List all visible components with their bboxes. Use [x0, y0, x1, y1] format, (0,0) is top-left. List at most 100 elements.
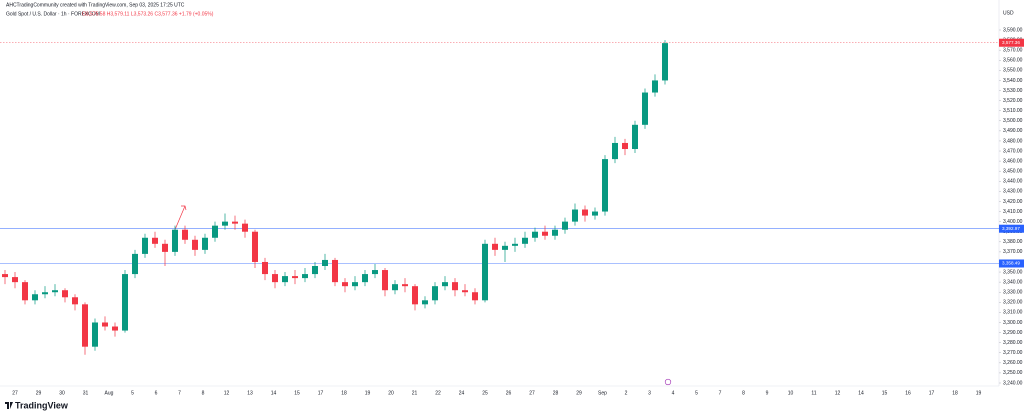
candle-body [52, 290, 58, 293]
x-tick-label: 9 [766, 390, 769, 396]
x-tick-label: Aug [105, 390, 114, 396]
x-tick-label: 27 [12, 390, 18, 396]
y-tick-label: 3,590.00 [1003, 27, 1023, 33]
x-tick-label: 3 [648, 390, 651, 396]
y-tick-label: 3,480.00 [1003, 138, 1023, 144]
candle-body [252, 231, 258, 262]
y-tick-label: 3,510.00 [1003, 108, 1023, 114]
candle-body [112, 326, 118, 331]
x-tick-label: 20 [388, 390, 394, 396]
candle-body [452, 282, 458, 291]
y-tick-label: 3,560.00 [1003, 58, 1023, 64]
candle-body [502, 245, 508, 250]
x-tick-label: 26 [506, 390, 512, 396]
candle-body [182, 229, 188, 240]
x-tick-label: 17 [929, 390, 935, 396]
candle-body [212, 225, 218, 238]
candle-body [592, 211, 598, 216]
candle-body [72, 297, 78, 305]
y-tick-label: 3,500.00 [1003, 118, 1023, 124]
candle-body [122, 274, 128, 331]
candle-body [172, 229, 178, 252]
candle-body [332, 259, 338, 283]
annotation-arrow-head [181, 205, 187, 211]
y-tick-label: 3,470.00 [1003, 148, 1023, 154]
y-tick-label: 3,250.00 [1003, 370, 1023, 376]
candle-body [512, 243, 518, 246]
x-tick-label: 7 [178, 390, 181, 396]
y-tick-label: 3,440.00 [1003, 179, 1023, 185]
x-tick-label: 8 [202, 390, 205, 396]
x-tick-label: 28 [553, 390, 559, 396]
x-tick-label: 19 [976, 390, 982, 396]
candle-body [662, 43, 668, 81]
candle-body [492, 243, 498, 250]
candle-body [152, 237, 158, 244]
candle-body [292, 276, 298, 279]
candle-body [162, 243, 168, 252]
candle-body [432, 286, 438, 301]
level-label: 3,358.49 [1002, 261, 1020, 266]
candle-body [192, 239, 198, 250]
candle-body [532, 231, 538, 238]
candle-body [322, 259, 328, 267]
candle-body [302, 274, 308, 279]
candle-body [202, 237, 208, 250]
x-tick-label: 15 [294, 390, 300, 396]
y-tick-label: 3,370.00 [1003, 249, 1023, 255]
candle-body [392, 284, 398, 291]
x-tick-label: 15 [882, 390, 888, 396]
candle-body [412, 286, 418, 305]
x-tick-label: 12 [224, 390, 230, 396]
candle-body [312, 266, 318, 275]
candle-body [352, 282, 358, 287]
candle-body [622, 142, 628, 150]
y-tick-label: 3,450.00 [1003, 169, 1023, 175]
candle-body [92, 322, 98, 347]
x-tick-label: 10 [788, 390, 794, 396]
x-tick-label: 14 [271, 390, 277, 396]
y-tick-label: 3,280.00 [1003, 340, 1023, 346]
level-badge [999, 38, 1024, 47]
candle-body [262, 261, 268, 275]
x-tick-label: 29 [576, 390, 582, 396]
x-tick-label: 16 [905, 390, 911, 396]
x-tick-label: 6 [155, 390, 158, 396]
candle-body [22, 282, 28, 301]
candle-body [552, 229, 558, 236]
candle-body [342, 282, 348, 287]
y-tick-label: 3,380.00 [1003, 239, 1023, 245]
x-tick-label: 18 [341, 390, 347, 396]
y-tick-label: 3,490.00 [1003, 128, 1023, 134]
level-label: 3,392.97 [1002, 226, 1020, 231]
y-tick-label: 3,420.00 [1003, 199, 1023, 205]
x-tick-label: 17 [318, 390, 324, 396]
candle-body [242, 223, 248, 232]
candle-body [12, 277, 18, 283]
candle-body [2, 274, 8, 278]
y-tick-label: 3,300.00 [1003, 320, 1023, 326]
candle-body [382, 270, 388, 291]
candle-body [582, 209, 588, 216]
x-tick-label: 19 [365, 390, 371, 396]
annotation-arrow [173, 205, 186, 233]
x-tick-label: 25 [482, 390, 488, 396]
x-tick-label: 27 [529, 390, 535, 396]
y-tick-label: 3,520.00 [1003, 98, 1023, 104]
candle-body [652, 80, 658, 93]
candle-body [442, 282, 448, 287]
candle-body [562, 221, 568, 230]
candle-body [232, 221, 238, 224]
x-tick-label: 14 [858, 390, 864, 396]
candle-body [602, 159, 608, 212]
event-icon[interactable] [664, 378, 672, 386]
candle-body [132, 253, 138, 275]
y-tick-label: 3,340.00 [1003, 279, 1023, 285]
candle-body [542, 231, 548, 236]
y-tick-label: 3,240.00 [1003, 380, 1023, 386]
y-tick-label: 3,460.00 [1003, 158, 1023, 164]
x-tick-label: 31 [83, 390, 89, 396]
candle-body [422, 300, 428, 305]
